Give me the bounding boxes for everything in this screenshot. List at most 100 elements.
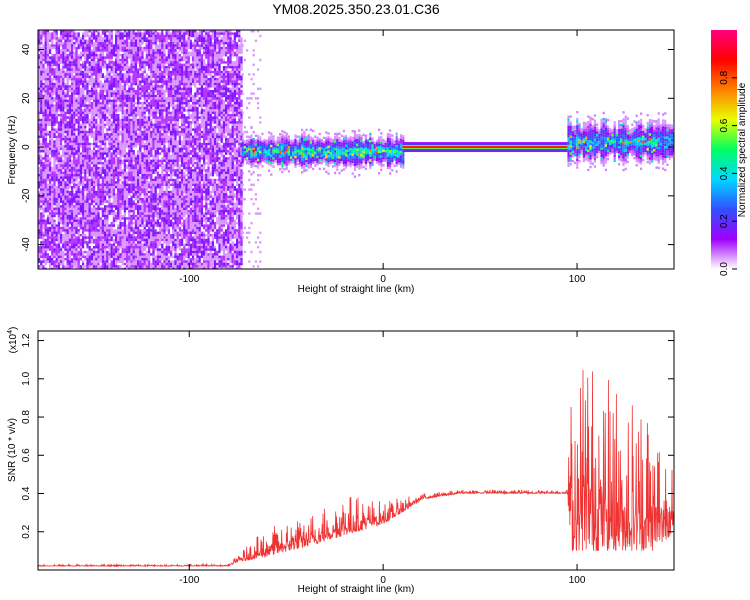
- heatmap-cell: [108, 200, 111, 206]
- heatmap-cell: [101, 46, 104, 52]
- heatmap-cell: [108, 157, 111, 160]
- heatmap-cell: [84, 73, 87, 78]
- heatmap-cell: [68, 205, 71, 208]
- heatmap-cell: [115, 145, 118, 148]
- heatmap-cell: [152, 200, 155, 206]
- heatmap-cell: [82, 214, 85, 218]
- heatmap-cell: [154, 90, 157, 93]
- heatmap-cell: [90, 262, 93, 266]
- heatmap-cell: [88, 97, 91, 105]
- heatmap-cell: [152, 51, 155, 59]
- heatmap-cell: [86, 219, 89, 222]
- heatmap-cell: [176, 58, 179, 64]
- heatmap-cell: [117, 217, 120, 220]
- heatmap-cell: [49, 190, 52, 196]
- heatmap-cell: [141, 212, 144, 218]
- heatmap-cell: [73, 152, 76, 158]
- heatmap-cell: [90, 82, 93, 88]
- heatmap-cell: [38, 68, 41, 76]
- heatmap-cell: [73, 193, 76, 196]
- heatmap-cell: [176, 145, 179, 148]
- heatmap-cell: [156, 241, 159, 249]
- heatmap-cell: [112, 154, 115, 158]
- heatmap-cell: [165, 152, 168, 158]
- heatmap-cell: [176, 178, 179, 184]
- heatmap-cell: [159, 34, 162, 42]
- heatmap-cell: [174, 154, 177, 160]
- heatmap-cell: [121, 229, 124, 232]
- heatmap-cell: [42, 49, 45, 57]
- heatmap-cell: [38, 214, 41, 218]
- heatmap-cell: [75, 207, 78, 210]
- heatmap-cell: [38, 202, 41, 206]
- heatmap-cell: [95, 42, 98, 47]
- heatmap-cell: [161, 162, 164, 165]
- heatmap-cell: [86, 56, 89, 64]
- heatmap-cell: [134, 154, 137, 158]
- heatmap-cell: [139, 246, 142, 254]
- heatmap-cell: [174, 30, 177, 33]
- heatmap-cell: [49, 111, 52, 119]
- heatmap-cell: [38, 109, 41, 112]
- heatmap-cell: [106, 262, 109, 266]
- heatmap-cell: [161, 166, 164, 170]
- heatmap-cell: [55, 236, 58, 239]
- heatmap-cell: [99, 265, 102, 269]
- heatmap-cell: [159, 147, 162, 150]
- heatmap-cell: [73, 66, 76, 69]
- heatmap-cell: [159, 178, 162, 186]
- heatmap-cell: [73, 87, 76, 90]
- heatmap-cell: [174, 123, 177, 126]
- heatmap-cell: [104, 44, 107, 47]
- heatmap-cell: [75, 109, 78, 112]
- heatmap-cell: [57, 258, 60, 261]
- heatmap-cell: [134, 34, 137, 40]
- heatmap-cell: [152, 73, 155, 78]
- heatmap-cell: [57, 138, 60, 146]
- heatmap-cell: [176, 246, 179, 249]
- heatmap-cell: [165, 224, 168, 230]
- heatmap-cell: [55, 186, 58, 194]
- heatmap-cell: [71, 265, 74, 269]
- heatmap-cell: [99, 207, 102, 210]
- heatmap-cell: [126, 121, 129, 124]
- heatmap-cell: [178, 75, 181, 83]
- heatmap-cell: [154, 186, 157, 194]
- heatmap-cell: [53, 171, 56, 174]
- heatmap-cell: [51, 217, 54, 222]
- heatmap-cell: [110, 188, 113, 191]
- heatmap-cell: [49, 140, 52, 143]
- heatmap-cell: [84, 39, 87, 42]
- heatmap-cell: [126, 207, 129, 210]
- heatmap-cell: [64, 121, 67, 124]
- heatmap-cell: [145, 243, 148, 246]
- heatmap-cell: [64, 195, 67, 198]
- heatmap-cell: [141, 152, 144, 160]
- heatmap-cell: [181, 164, 184, 167]
- heatmap-cell: [108, 39, 111, 42]
- heatmap-cell: [163, 150, 166, 153]
- heatmap-cell: [152, 224, 155, 230]
- heatmap-cell: [161, 238, 164, 242]
- heatmap-cell: [150, 56, 153, 59]
- heatmap-cell: [119, 212, 122, 215]
- heatmap-cell: [84, 198, 87, 201]
- heatmap-cell: [93, 97, 96, 100]
- heatmap-cell: [106, 73, 109, 78]
- heatmap-cell: [115, 159, 118, 167]
- heatmap-cell: [112, 267, 115, 269]
- heatmap-cell: [66, 121, 69, 129]
- heatmap-cell: [90, 176, 93, 179]
- heatmap-cell: [137, 106, 140, 114]
- heatmap-cell: [108, 70, 111, 74]
- heatmap-cell: [156, 44, 159, 52]
- heatmap-cell: [79, 226, 82, 230]
- heatmap-cell: [93, 205, 96, 208]
- heatmap-cell: [64, 258, 67, 261]
- heatmap-cell: [42, 87, 45, 90]
- heatmap-cell: [112, 243, 115, 246]
- heatmap-cell: [77, 152, 80, 155]
- heatmap-cell: [141, 243, 144, 246]
- heatmap-cell: [95, 126, 98, 134]
- heatmap-cell: [93, 214, 96, 218]
